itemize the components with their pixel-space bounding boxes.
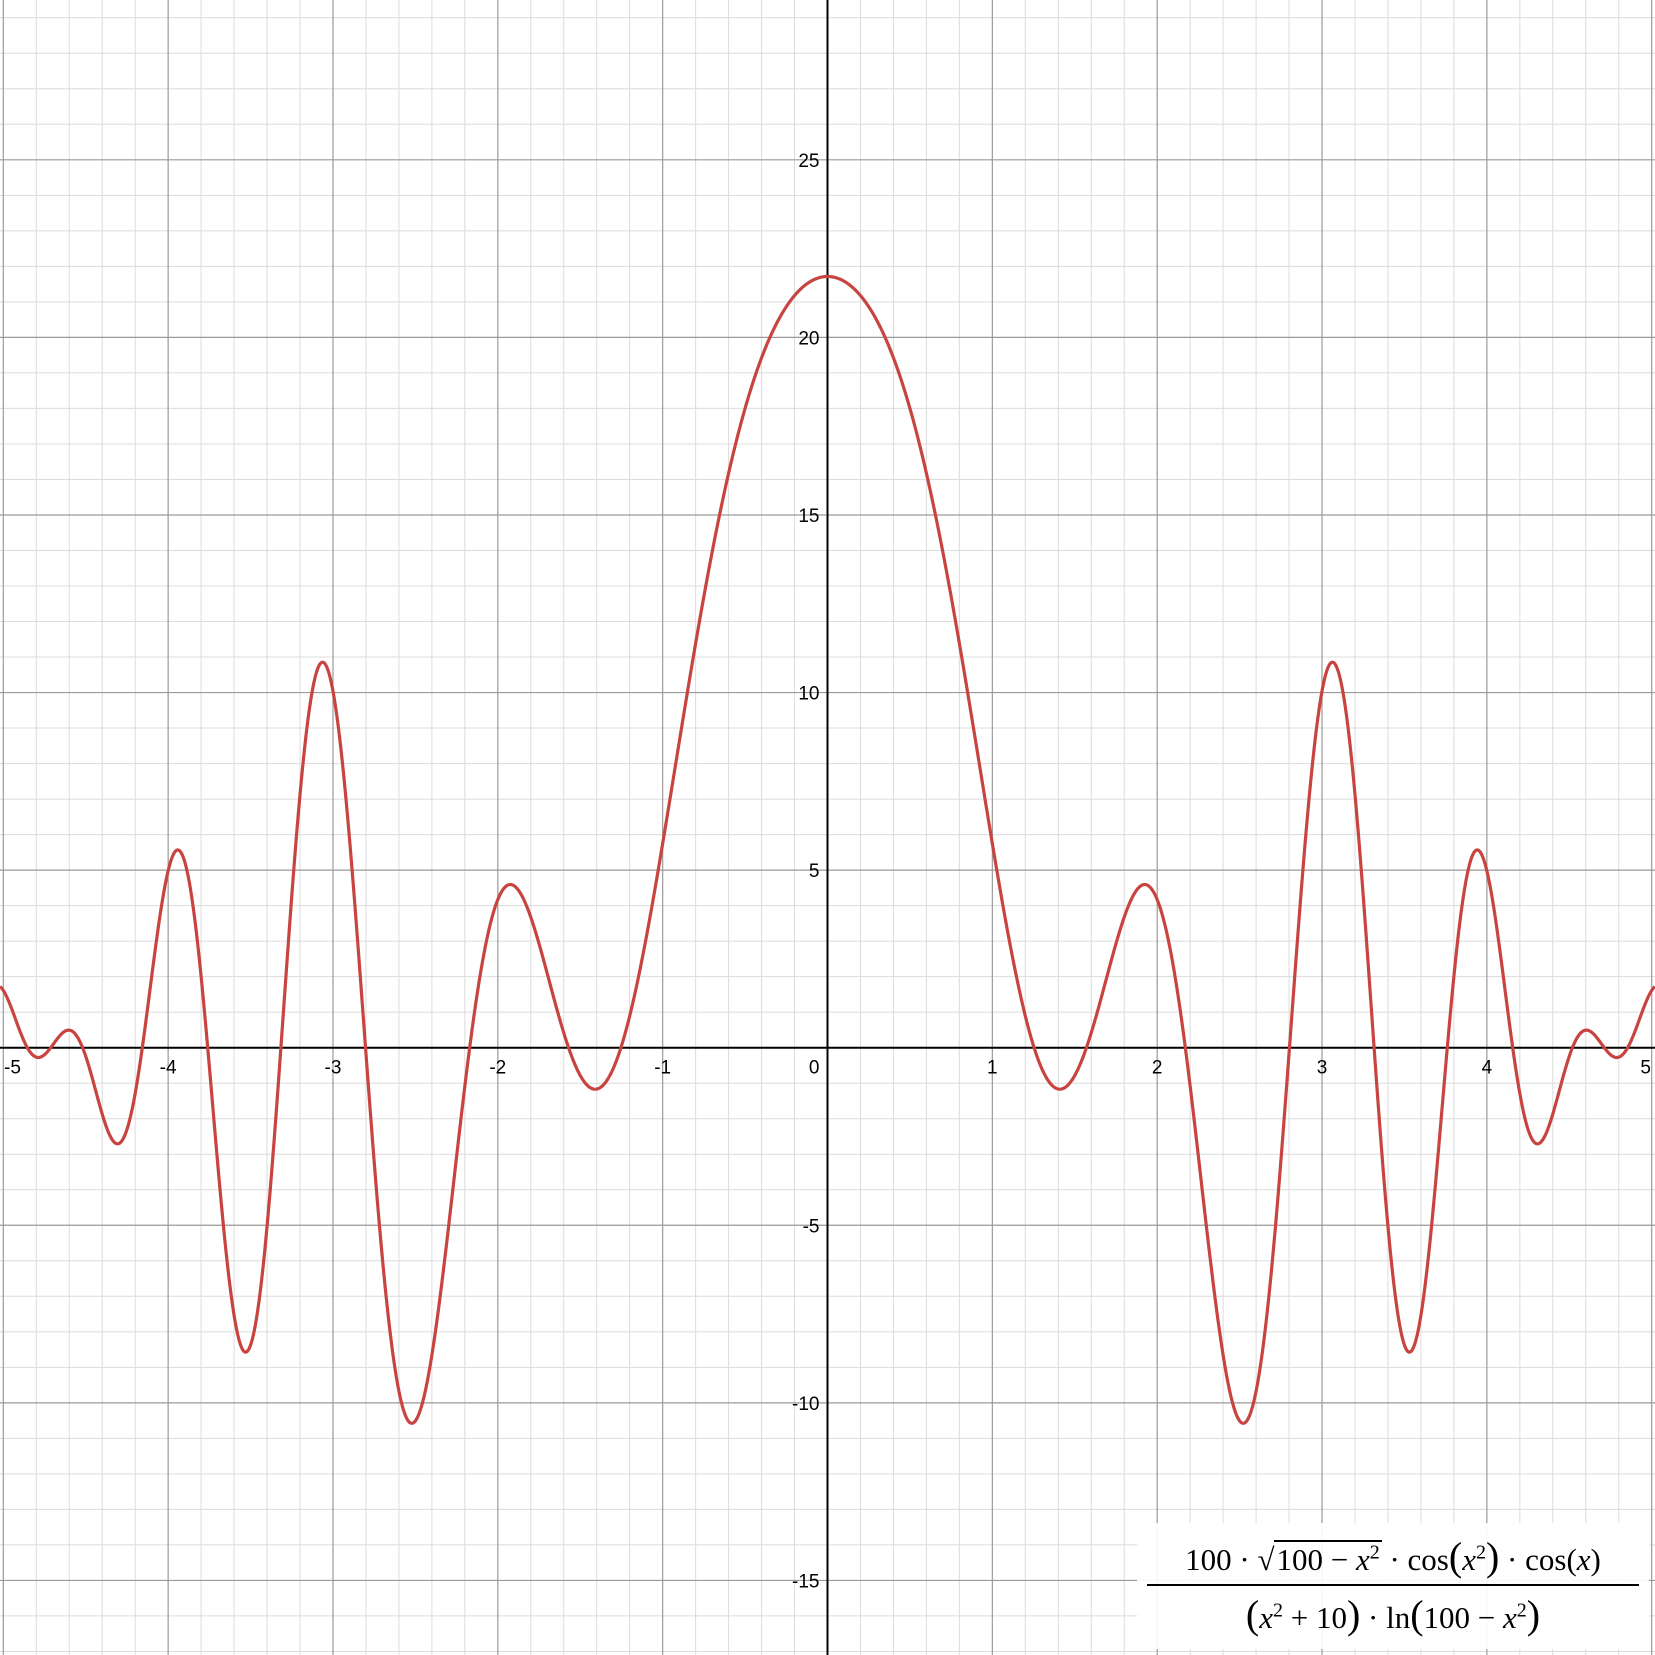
formula-text: · ln [1360,1600,1411,1635]
formula-text: · cos [1499,1542,1567,1577]
formula-text: 100 · [1185,1542,1258,1577]
formula-var: x [1576,1542,1591,1577]
x-tick-label: 2 [1152,1058,1163,1079]
y-tick-label: -5 [803,1216,820,1237]
fraction-bar [1147,1584,1639,1586]
formula-text: · cos [1381,1542,1449,1577]
formula-exp: 2 [1516,1599,1527,1622]
y-tick-label: -10 [792,1394,819,1415]
formula-var: x [1503,1600,1517,1635]
x-tick-label: 0 [809,1058,820,1079]
y-tick-labels: 25 20 15 10 5 -5 -10 -15 [792,151,819,1593]
y-tick-label: 25 [798,151,819,172]
formula-var: x [1355,1542,1370,1577]
x-tick-label: 5 [1640,1058,1651,1079]
x-tick-labels: -5 -4 -3 -2 -1 0 1 2 3 4 5 [4,1058,1651,1079]
x-tick-label: -4 [160,1058,177,1079]
formula-exp: 2 [1369,1541,1380,1564]
y-tick-label: 20 [798,328,819,349]
x-tick-label: -2 [489,1058,506,1079]
formula-exp: 2 [1475,1541,1486,1564]
y-tick-label: -15 [792,1571,819,1592]
function-curve [0,274,1655,1425]
y-tick-label: 15 [798,506,819,527]
formula-denominator: (x2 + 10) · ln(100 − x2) [1245,1592,1541,1637]
sqrt-icon: √ [1257,1542,1275,1577]
formula-sqrt-body: 100 − x2 [1274,1540,1382,1577]
x-tick-label: 3 [1317,1058,1328,1079]
x-tick-label: -3 [325,1058,342,1079]
formula-var: x [1462,1542,1476,1577]
formula-var: x [1259,1600,1273,1635]
y-tick-label: 5 [809,861,820,882]
function-formula: 100 · √100 − x2 · cos(x2) · cos(x) (x2 +… [1137,1523,1649,1649]
x-tick-label: 1 [987,1058,998,1079]
x-tick-label: -1 [654,1058,671,1079]
formula-exp: 2 [1272,1599,1283,1622]
formula-text: 100 − [1423,1600,1504,1635]
x-tick-label: -5 [4,1058,21,1079]
formula-numerator: 100 · √100 − x2 · cos(x2) · cos(x) [1185,1534,1601,1579]
formula-text: + 10 [1290,1600,1347,1635]
y-tick-label: 10 [798,684,819,705]
formula-text: 100 − [1276,1542,1356,1577]
x-tick-label: 4 [1482,1058,1493,1079]
